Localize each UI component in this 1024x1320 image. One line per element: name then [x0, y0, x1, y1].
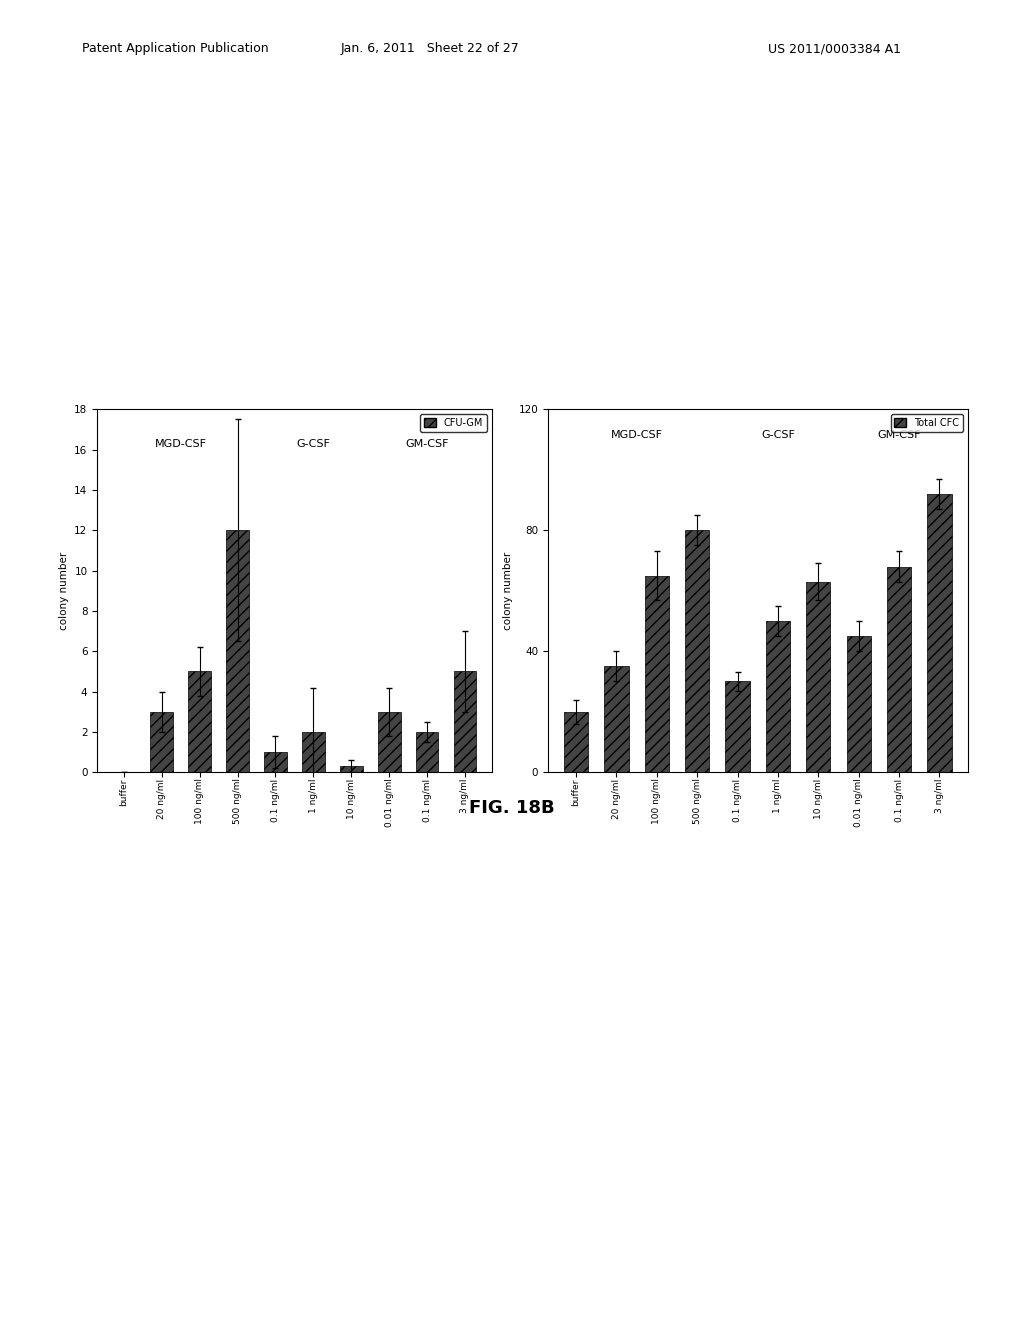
Bar [847, 636, 870, 772]
Y-axis label: colony number: colony number [503, 552, 513, 630]
Bar [151, 711, 173, 772]
Bar [188, 672, 211, 772]
Bar [766, 620, 791, 772]
Bar [378, 711, 400, 772]
Bar [264, 752, 287, 772]
Bar [887, 566, 911, 772]
Bar [928, 494, 951, 772]
Text: Patent Application Publication: Patent Application Publication [82, 42, 268, 55]
Bar [806, 582, 830, 772]
Bar [645, 576, 669, 772]
Bar [302, 731, 325, 772]
Text: US 2011/0003384 A1: US 2011/0003384 A1 [768, 42, 901, 55]
Bar [725, 681, 750, 772]
Legend: CFU-GM: CFU-GM [420, 414, 486, 432]
Text: G-CSF: G-CSF [296, 440, 331, 449]
Bar [340, 766, 362, 772]
Bar [454, 672, 476, 772]
Text: FIG. 18B: FIG. 18B [469, 799, 555, 817]
Text: Jan. 6, 2011   Sheet 22 of 27: Jan. 6, 2011 Sheet 22 of 27 [341, 42, 519, 55]
Text: GM-CSF: GM-CSF [406, 440, 449, 449]
Y-axis label: colony number: colony number [58, 552, 69, 630]
Bar [685, 531, 710, 772]
Bar [226, 531, 249, 772]
Legend: Total CFC: Total CFC [891, 414, 963, 432]
Bar [604, 667, 629, 772]
Text: GM-CSF: GM-CSF [878, 430, 921, 441]
Bar [416, 731, 438, 772]
Bar [564, 711, 588, 772]
Text: MGD-CSF: MGD-CSF [155, 440, 207, 449]
Text: G-CSF: G-CSF [761, 430, 795, 441]
Text: MGD-CSF: MGD-CSF [610, 430, 663, 441]
